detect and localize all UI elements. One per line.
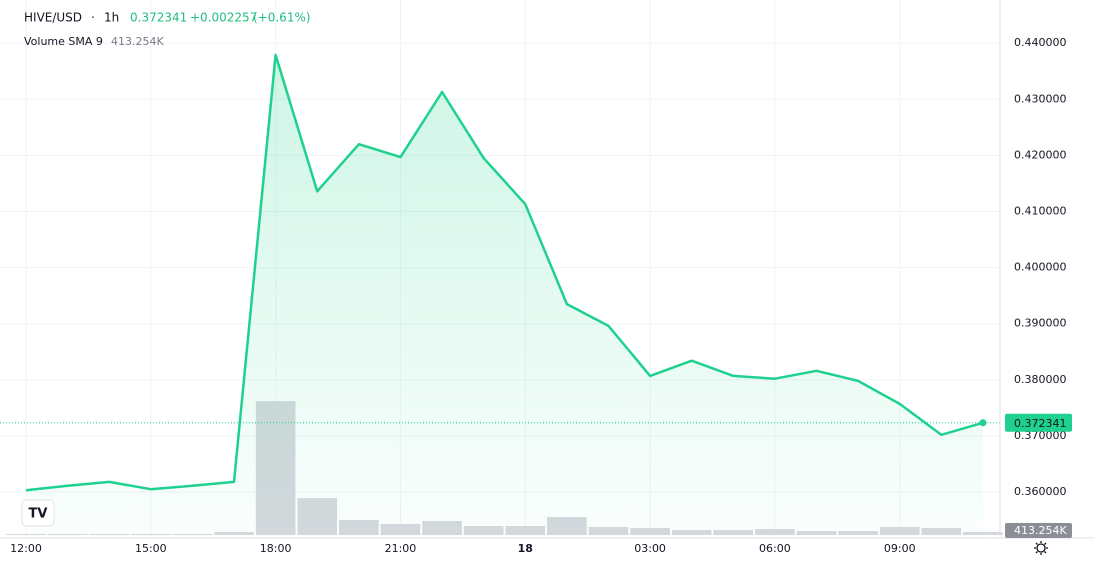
x-tick-label: 12:00 bbox=[10, 542, 42, 555]
y-tick-label: 0.370000 bbox=[1014, 429, 1067, 442]
x-tick-label: 06:00 bbox=[759, 542, 791, 555]
y-tick-label: 0.410000 bbox=[1014, 204, 1067, 217]
x-tick-label: 18:00 bbox=[260, 542, 292, 555]
plot bbox=[0, 53, 1000, 538]
change: +0.002257 bbox=[190, 11, 257, 25]
separator: · bbox=[91, 11, 95, 25]
tv-logo: TV bbox=[21, 499, 55, 527]
volume-tag-label: 413.254K bbox=[1014, 524, 1067, 537]
last-price: 0.372341 bbox=[130, 11, 187, 25]
price-area bbox=[26, 55, 983, 538]
x-tick-label: 18 bbox=[518, 542, 533, 555]
last-price-tag bbox=[1005, 413, 1072, 432]
volume-tag bbox=[1005, 523, 1072, 538]
y-tick-label: 0.420000 bbox=[1014, 148, 1067, 161]
y-tick-label: 0.360000 bbox=[1014, 485, 1067, 498]
change-pct: (+0.61%) bbox=[253, 11, 311, 25]
y-tick-label: 0.390000 bbox=[1014, 317, 1067, 330]
last-price-dot bbox=[979, 419, 987, 427]
symbol: HIVE/USD bbox=[24, 11, 82, 25]
y-tick-label: 0.400000 bbox=[1014, 261, 1067, 274]
x-tick-label: 03:00 bbox=[634, 542, 666, 555]
y-tick-label: 0.430000 bbox=[1014, 92, 1067, 105]
svg-text:TV: TV bbox=[29, 507, 48, 522]
x-tick-label: 21:00 bbox=[385, 542, 417, 555]
y-tick-label: 0.380000 bbox=[1014, 373, 1067, 386]
price-line bbox=[25, 53, 984, 492]
interval: 1h bbox=[104, 11, 119, 25]
x-tick-label: 09:00 bbox=[884, 542, 916, 555]
settings-gear[interactable] bbox=[1034, 541, 1048, 555]
last-price-tag-label: 0.372341 bbox=[1014, 417, 1067, 430]
volume-study-name: Volume SMA 9 bbox=[24, 35, 103, 48]
volume-sma-value: 413.254K bbox=[111, 35, 164, 48]
x-tick-label: 15:00 bbox=[135, 542, 167, 555]
y-tick-label: 0.440000 bbox=[1014, 36, 1067, 49]
volume-bar bbox=[963, 532, 1003, 535]
